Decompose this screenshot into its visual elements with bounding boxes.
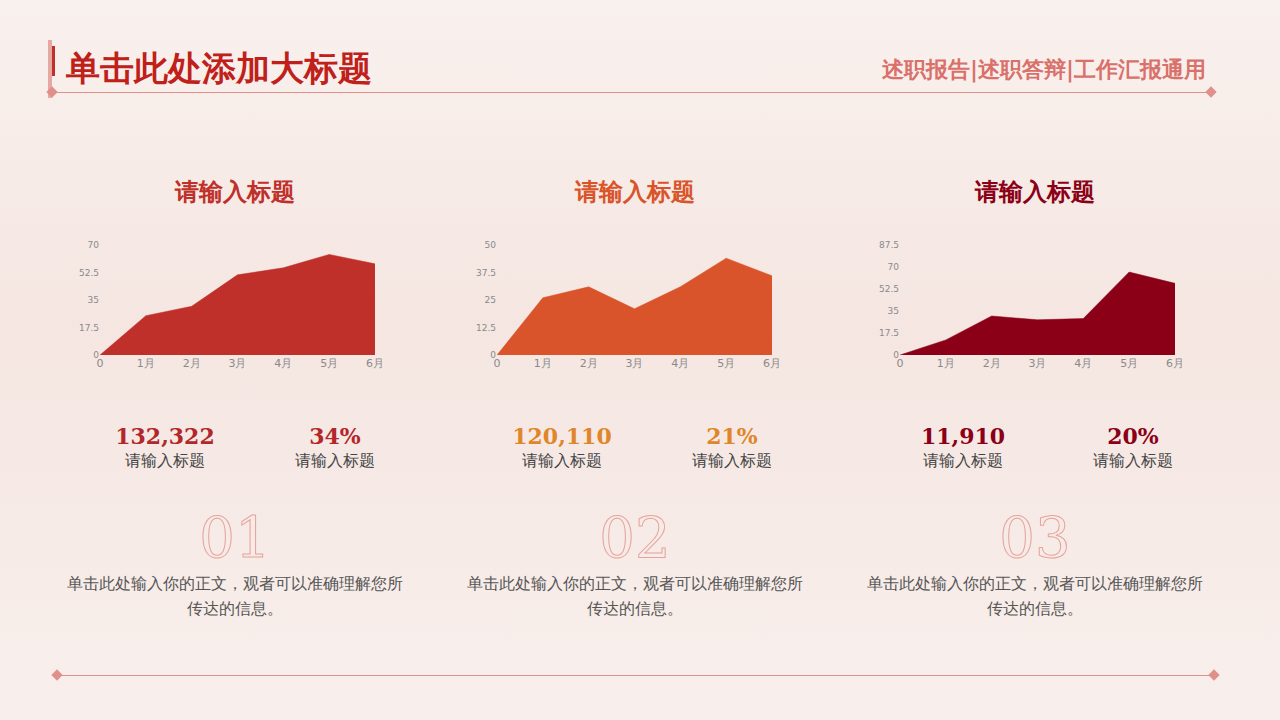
svg-text:5月: 5月 bbox=[320, 357, 338, 370]
html-text:请输入标题: 请输入标题 bbox=[923, 451, 1003, 470]
svg-text:87.5: 87.5 bbox=[879, 240, 899, 250]
svg-text:3月: 3月 bbox=[229, 357, 247, 370]
svg-text:0: 0 bbox=[897, 357, 904, 370]
html-text:请输入标题: 请输入标题 bbox=[575, 177, 695, 206]
svg-text:17.5: 17.5 bbox=[79, 323, 99, 333]
svg-text:52.5: 52.5 bbox=[79, 268, 99, 278]
html-text:请输入标题: 请输入标题 bbox=[125, 451, 205, 470]
html-text:11,910: 11,910 bbox=[920, 423, 1006, 449]
svg-text:70: 70 bbox=[888, 262, 900, 272]
svg-text:6月: 6月 bbox=[366, 357, 384, 370]
html-text:请输入标题: 请输入标题 bbox=[522, 451, 602, 470]
svg-text:37.5: 37.5 bbox=[476, 268, 496, 278]
svg-text:0: 0 bbox=[93, 350, 99, 360]
html-text:34%: 34% bbox=[309, 423, 361, 449]
svg-text:17.5: 17.5 bbox=[879, 328, 899, 338]
svg-text:1月: 1月 bbox=[137, 357, 155, 370]
svg-text:2月: 2月 bbox=[983, 357, 1001, 370]
svg-text:3月: 3月 bbox=[626, 357, 644, 370]
svg-text:6月: 6月 bbox=[1166, 357, 1184, 370]
svg-text:1月: 1月 bbox=[937, 357, 955, 370]
svg-text:4月: 4月 bbox=[671, 357, 689, 370]
html-text:单击此处输入你的正文，观者可以准确理解您所传达的信息。: 单击此处输入你的正文，观者可以准确理解您所传达的信息。 bbox=[67, 574, 403, 618]
svg-text:35: 35 bbox=[888, 306, 899, 316]
html-text:120,110: 120,110 bbox=[512, 423, 612, 449]
html-text:01: 01 bbox=[199, 505, 271, 570]
svg-text:52.5: 52.5 bbox=[879, 284, 899, 294]
svg-text:4月: 4月 bbox=[274, 357, 292, 370]
html-text:请输入标题: 请输入标题 bbox=[975, 177, 1095, 206]
svg-text:3月: 3月 bbox=[1029, 357, 1047, 370]
html-text:单击此处添加大标题: 单击此处添加大标题 bbox=[66, 48, 372, 88]
svg-text:2月: 2月 bbox=[580, 357, 598, 370]
html-text:述职报告|述职答辩|工作汇报通用: 述职报告|述职答辩|工作汇报通用 bbox=[882, 56, 1206, 82]
svg-text:12.5: 12.5 bbox=[476, 323, 496, 333]
html-text:请输入标题: 请输入标题 bbox=[692, 451, 772, 470]
svg-text:6月: 6月 bbox=[763, 357, 781, 370]
svg-text:0: 0 bbox=[893, 350, 899, 360]
svg-text:25: 25 bbox=[485, 295, 496, 305]
html-text:21%: 21% bbox=[706, 423, 758, 449]
html-text:请输入标题: 请输入标题 bbox=[295, 451, 375, 470]
svg-text:2月: 2月 bbox=[183, 357, 201, 370]
svg-text:35: 35 bbox=[88, 295, 99, 305]
svg-text:50: 50 bbox=[485, 240, 497, 250]
svg-text:0: 0 bbox=[490, 350, 496, 360]
svg-text:70: 70 bbox=[88, 240, 100, 250]
svg-text:0: 0 bbox=[97, 357, 104, 370]
html-text:请输入标题: 请输入标题 bbox=[1093, 451, 1173, 470]
html-text:单击此处输入你的正文，观者可以准确理解您所传达的信息。: 单击此处输入你的正文，观者可以准确理解您所传达的信息。 bbox=[867, 574, 1203, 618]
html-text:20%: 20% bbox=[1107, 423, 1159, 449]
svg-text:1月: 1月 bbox=[534, 357, 552, 370]
svg-text:5月: 5月 bbox=[1120, 357, 1138, 370]
html-text:请输入标题: 请输入标题 bbox=[175, 177, 295, 206]
html-text:03: 03 bbox=[999, 505, 1071, 570]
svg-text:5月: 5月 bbox=[717, 357, 735, 370]
html-text:单击此处输入你的正文，观者可以准确理解您所传达的信息。: 单击此处输入你的正文，观者可以准确理解您所传达的信息。 bbox=[467, 574, 803, 618]
html-text:02: 02 bbox=[599, 505, 671, 570]
html-text:132,322: 132,322 bbox=[115, 423, 215, 449]
svg-text:0: 0 bbox=[494, 357, 501, 370]
svg-text:4月: 4月 bbox=[1074, 357, 1092, 370]
